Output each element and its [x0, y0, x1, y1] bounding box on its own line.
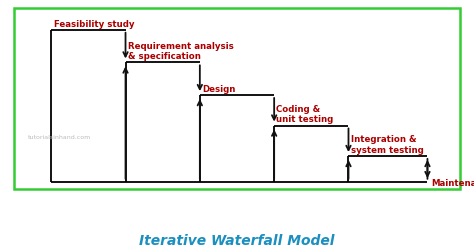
Bar [14, 9, 460, 189]
Text: Design: Design [202, 85, 236, 93]
Text: Maintenance: Maintenance [431, 178, 474, 187]
Text: Integration &
system testing: Integration & system testing [351, 135, 424, 154]
Text: Coding &
unit testing: Coding & unit testing [276, 105, 334, 124]
Text: Iterative Waterfall Model: Iterative Waterfall Model [139, 233, 335, 247]
Text: Feasibility study: Feasibility study [54, 20, 134, 28]
Text: tutorialsinhand.com: tutorialsinhand.com [28, 134, 91, 139]
Text: Requirement analysis
& specification: Requirement analysis & specification [128, 42, 234, 61]
